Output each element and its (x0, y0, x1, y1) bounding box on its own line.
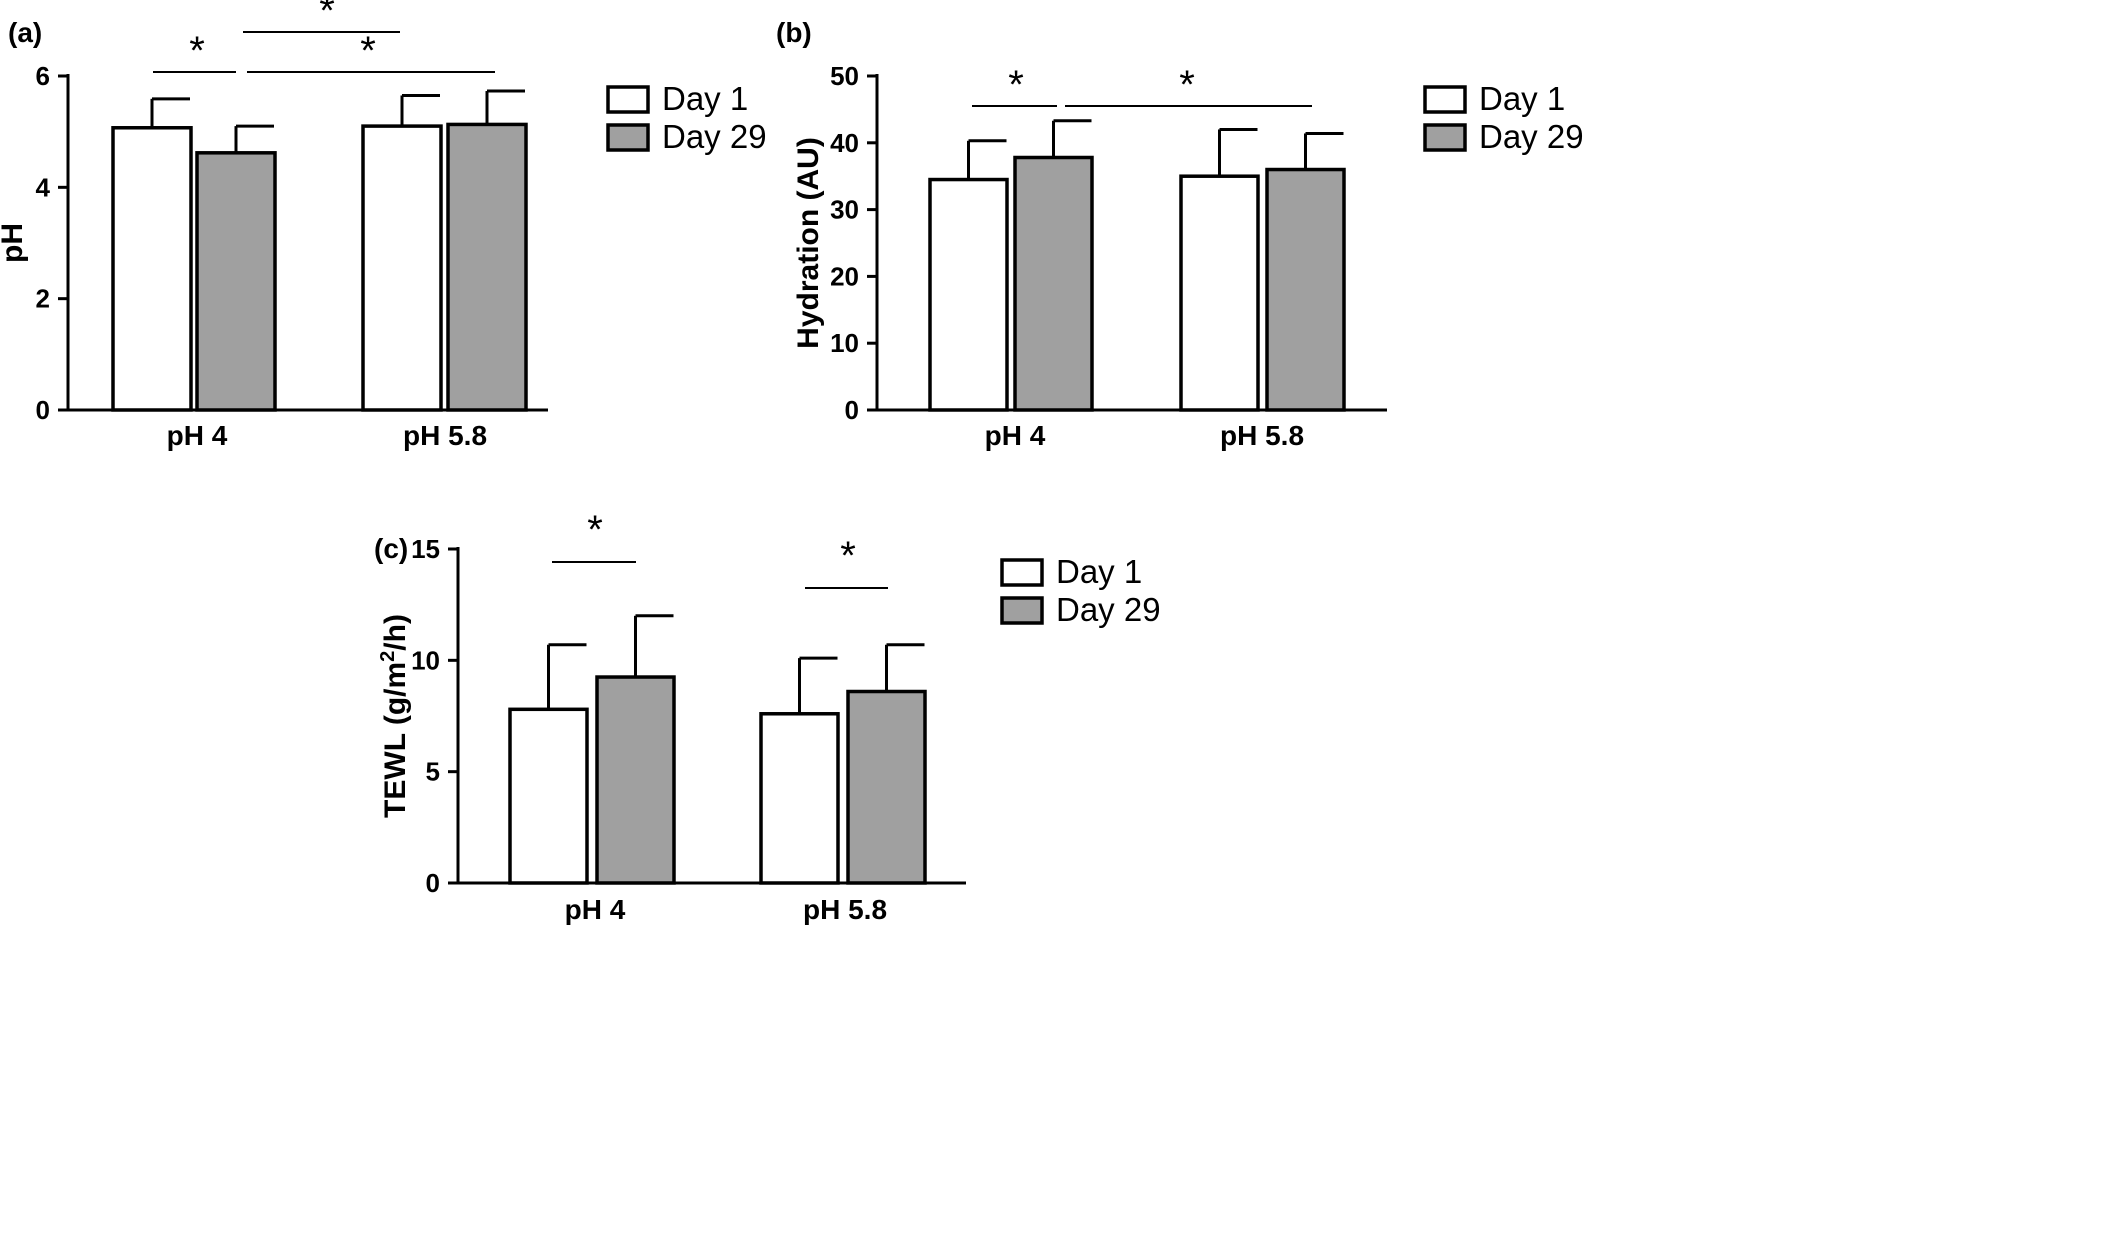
panel-label: (c) (374, 533, 408, 564)
y-axis-title: Hydration (AU) (792, 137, 825, 349)
y-tick-label: 5 (426, 757, 440, 787)
bar-day29-2 (1265, 167, 1346, 412)
bar-day1-1 (111, 126, 193, 412)
legend-label: Day 29 (1479, 118, 1584, 155)
y-tick-label: 6 (36, 61, 50, 91)
bar-day29-1 (195, 151, 277, 412)
panel-label: (b) (776, 17, 812, 48)
legend-swatch-day1 (1423, 85, 1467, 114)
significance-star: * (587, 508, 603, 552)
y-tick-label: 30 (830, 195, 859, 225)
y-tick-label: 4 (36, 172, 51, 202)
legend-label: Day 1 (662, 80, 748, 117)
category-label: pH 4 (985, 420, 1046, 451)
y-tick-label: 10 (830, 328, 859, 358)
y-axis-title: pH (0, 223, 29, 263)
y-tick-label: 0 (36, 395, 50, 425)
bar-day29-1 (595, 675, 676, 885)
legend-swatch-day29 (1423, 123, 1467, 152)
bar-day29-2 (846, 689, 927, 885)
category-label: pH 5.8 (803, 894, 887, 925)
legend-label: Day 29 (662, 118, 767, 155)
bar-day1-1 (508, 707, 589, 885)
y-tick-label: 10 (411, 645, 440, 675)
panel-label: (a) (8, 17, 42, 48)
significance-star: * (840, 534, 856, 578)
y-tick-label: 20 (830, 261, 859, 291)
legend-swatch-day1 (606, 85, 650, 114)
y-tick-label: 0 (845, 395, 859, 425)
bar-day1-1 (928, 177, 1009, 412)
y-tick-label: 50 (830, 61, 859, 91)
category-label: pH 5.8 (403, 420, 487, 451)
panel-c: (c) TEWL (g/m2/h) 0 5 10 15 pH 4 pH 5.8 * * Day 1D… (374, 508, 1161, 925)
bar-day29-2 (446, 122, 528, 412)
bar-day29-1 (1013, 155, 1094, 412)
category-label: pH 4 (565, 894, 626, 925)
y-tick-label: 2 (36, 284, 50, 314)
bar-day1-2 (361, 124, 443, 412)
legend-label: Day 1 (1056, 553, 1142, 590)
significance-star: * (1179, 63, 1195, 107)
legend-label: Day 1 (1479, 80, 1565, 117)
y-axis-title: TEWL (g/m2/h) (377, 614, 412, 818)
legend-swatch-day1 (1000, 558, 1044, 587)
y-tick-label: 40 (830, 128, 859, 158)
significance-star: * (1008, 63, 1024, 107)
significance-star: * (189, 29, 205, 73)
panel-b: (b) Hydration (AU) 0 10 20 30 40 50 pH 4 pH 5.8 * *… (776, 17, 1584, 451)
category-label: pH 4 (167, 420, 228, 451)
significance-star: * (360, 29, 376, 73)
y-tick-label: 0 (426, 868, 440, 898)
legend-label: Day 29 (1056, 591, 1161, 628)
legend-swatch-day29 (606, 123, 650, 152)
legend-swatch-day29 (1000, 596, 1044, 625)
category-label: pH 5.8 (1220, 420, 1304, 451)
y-tick-label: 15 (411, 534, 440, 564)
bar-day1-2 (759, 712, 840, 885)
bar-day1-2 (1179, 174, 1260, 412)
significance-star: * (319, 0, 335, 33)
